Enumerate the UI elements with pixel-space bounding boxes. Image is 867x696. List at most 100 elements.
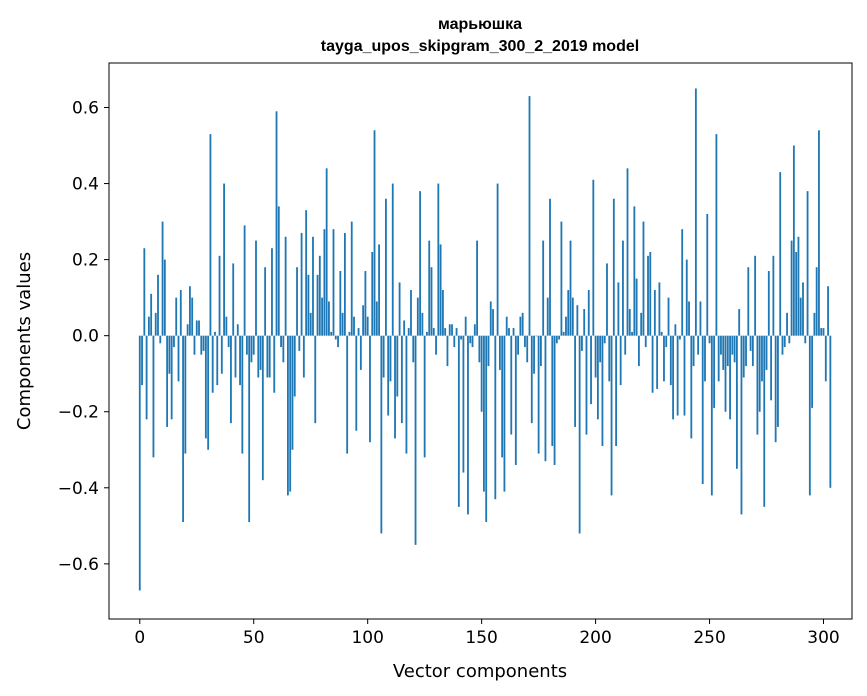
bar-89 xyxy=(341,312,344,336)
bar-87 xyxy=(337,335,339,348)
y-tick-label-6: 0.6 xyxy=(72,98,99,118)
bar-114 xyxy=(398,282,401,336)
bar-135 xyxy=(446,335,449,367)
bar-188 xyxy=(567,290,570,336)
bar-80 xyxy=(321,297,324,336)
bar-109 xyxy=(387,335,390,416)
bar-127 xyxy=(428,240,431,336)
bar-253 xyxy=(715,134,718,336)
bar-151 xyxy=(483,335,485,492)
bar-219 xyxy=(637,335,640,367)
bar-195 xyxy=(583,309,586,336)
bar-18 xyxy=(179,290,182,336)
bar-229 xyxy=(660,331,663,336)
bar-23 xyxy=(191,297,194,336)
bar-273 xyxy=(761,335,763,382)
bar-73 xyxy=(305,210,308,336)
bar-13 xyxy=(168,335,171,374)
bar-181 xyxy=(551,335,554,446)
bar-279 xyxy=(774,335,777,443)
bar-158 xyxy=(498,335,501,370)
chart-title: марьюшка xyxy=(438,16,522,33)
bar-161 xyxy=(505,316,508,336)
x-tick-label-250: 250 xyxy=(693,628,725,648)
bar-203 xyxy=(601,335,604,446)
chart-subtitle: tayga_upos_skipgram_300_2_2019 model xyxy=(321,38,639,55)
bar-40 xyxy=(230,335,232,424)
bar-239 xyxy=(683,335,686,416)
bar-244 xyxy=(694,88,697,336)
bar-162 xyxy=(508,328,510,336)
bar-172 xyxy=(530,335,533,424)
bar-235 xyxy=(674,324,677,336)
bar-262 xyxy=(735,335,738,469)
bar-41 xyxy=(232,263,235,336)
bar-294 xyxy=(808,335,811,496)
bar-216 xyxy=(631,331,633,336)
bar-103 xyxy=(373,130,376,336)
bar-201 xyxy=(596,335,599,420)
bar-105 xyxy=(378,244,380,336)
bar-189 xyxy=(569,240,572,336)
bar-125 xyxy=(423,335,426,458)
bar-117 xyxy=(405,335,408,454)
plot-area-frame xyxy=(108,62,853,620)
x-tick-label-50: 50 xyxy=(243,628,265,648)
y-axis-ticks: −0.6 −0.4 −0.2 0.0 0.2 0.4 0.6 xyxy=(58,98,109,575)
bar-174 xyxy=(535,335,538,337)
bar-119 xyxy=(410,290,412,336)
bar-240 xyxy=(685,259,688,336)
bar-58 xyxy=(271,248,273,336)
bar-261 xyxy=(733,335,736,363)
bar-67 xyxy=(291,335,294,450)
bar-30 xyxy=(207,335,210,450)
bar-34 xyxy=(216,335,219,386)
bar-272 xyxy=(758,335,761,412)
bar-160 xyxy=(503,335,506,492)
bar-156 xyxy=(494,335,497,500)
bar-295 xyxy=(811,335,814,408)
bar-256 xyxy=(722,335,725,370)
bar-33 xyxy=(214,331,216,336)
bar-302 xyxy=(827,286,829,336)
bar-275 xyxy=(765,335,768,370)
bar-7 xyxy=(154,312,157,336)
bar-35 xyxy=(218,255,221,336)
bar-241 xyxy=(688,301,690,336)
bar-255 xyxy=(720,335,722,355)
bar-144 xyxy=(467,335,469,515)
bar-44 xyxy=(239,335,241,386)
bar-230 xyxy=(663,335,665,382)
bar-9 xyxy=(159,335,162,344)
bar-121 xyxy=(414,335,417,545)
bar-293 xyxy=(806,191,809,336)
bar-218 xyxy=(635,278,638,336)
bar-276 xyxy=(767,271,770,336)
bar-138 xyxy=(453,335,456,348)
bar-57 xyxy=(268,335,271,378)
bar-213 xyxy=(624,335,627,355)
bar-141 xyxy=(460,335,463,340)
y-axis-label: Components values xyxy=(14,252,35,430)
bar-20 xyxy=(184,335,187,454)
bar-12 xyxy=(166,335,169,427)
bar-238 xyxy=(681,229,684,336)
bar-228 xyxy=(658,282,661,336)
bar-249 xyxy=(706,213,709,336)
bar-246 xyxy=(699,301,702,336)
bar-111 xyxy=(391,183,394,336)
bar-55 xyxy=(264,267,267,336)
bar-70 xyxy=(298,335,301,351)
bar-190 xyxy=(571,297,574,336)
bar-205 xyxy=(606,263,608,336)
bar-81 xyxy=(323,229,326,336)
bar-84 xyxy=(330,331,333,336)
bar-187 xyxy=(565,316,567,336)
bar-68 xyxy=(293,335,296,397)
bar-166 xyxy=(517,335,520,355)
bar-232 xyxy=(667,297,670,336)
bar-233 xyxy=(669,335,672,386)
bar-98 xyxy=(362,305,365,336)
bar-237 xyxy=(679,335,681,340)
